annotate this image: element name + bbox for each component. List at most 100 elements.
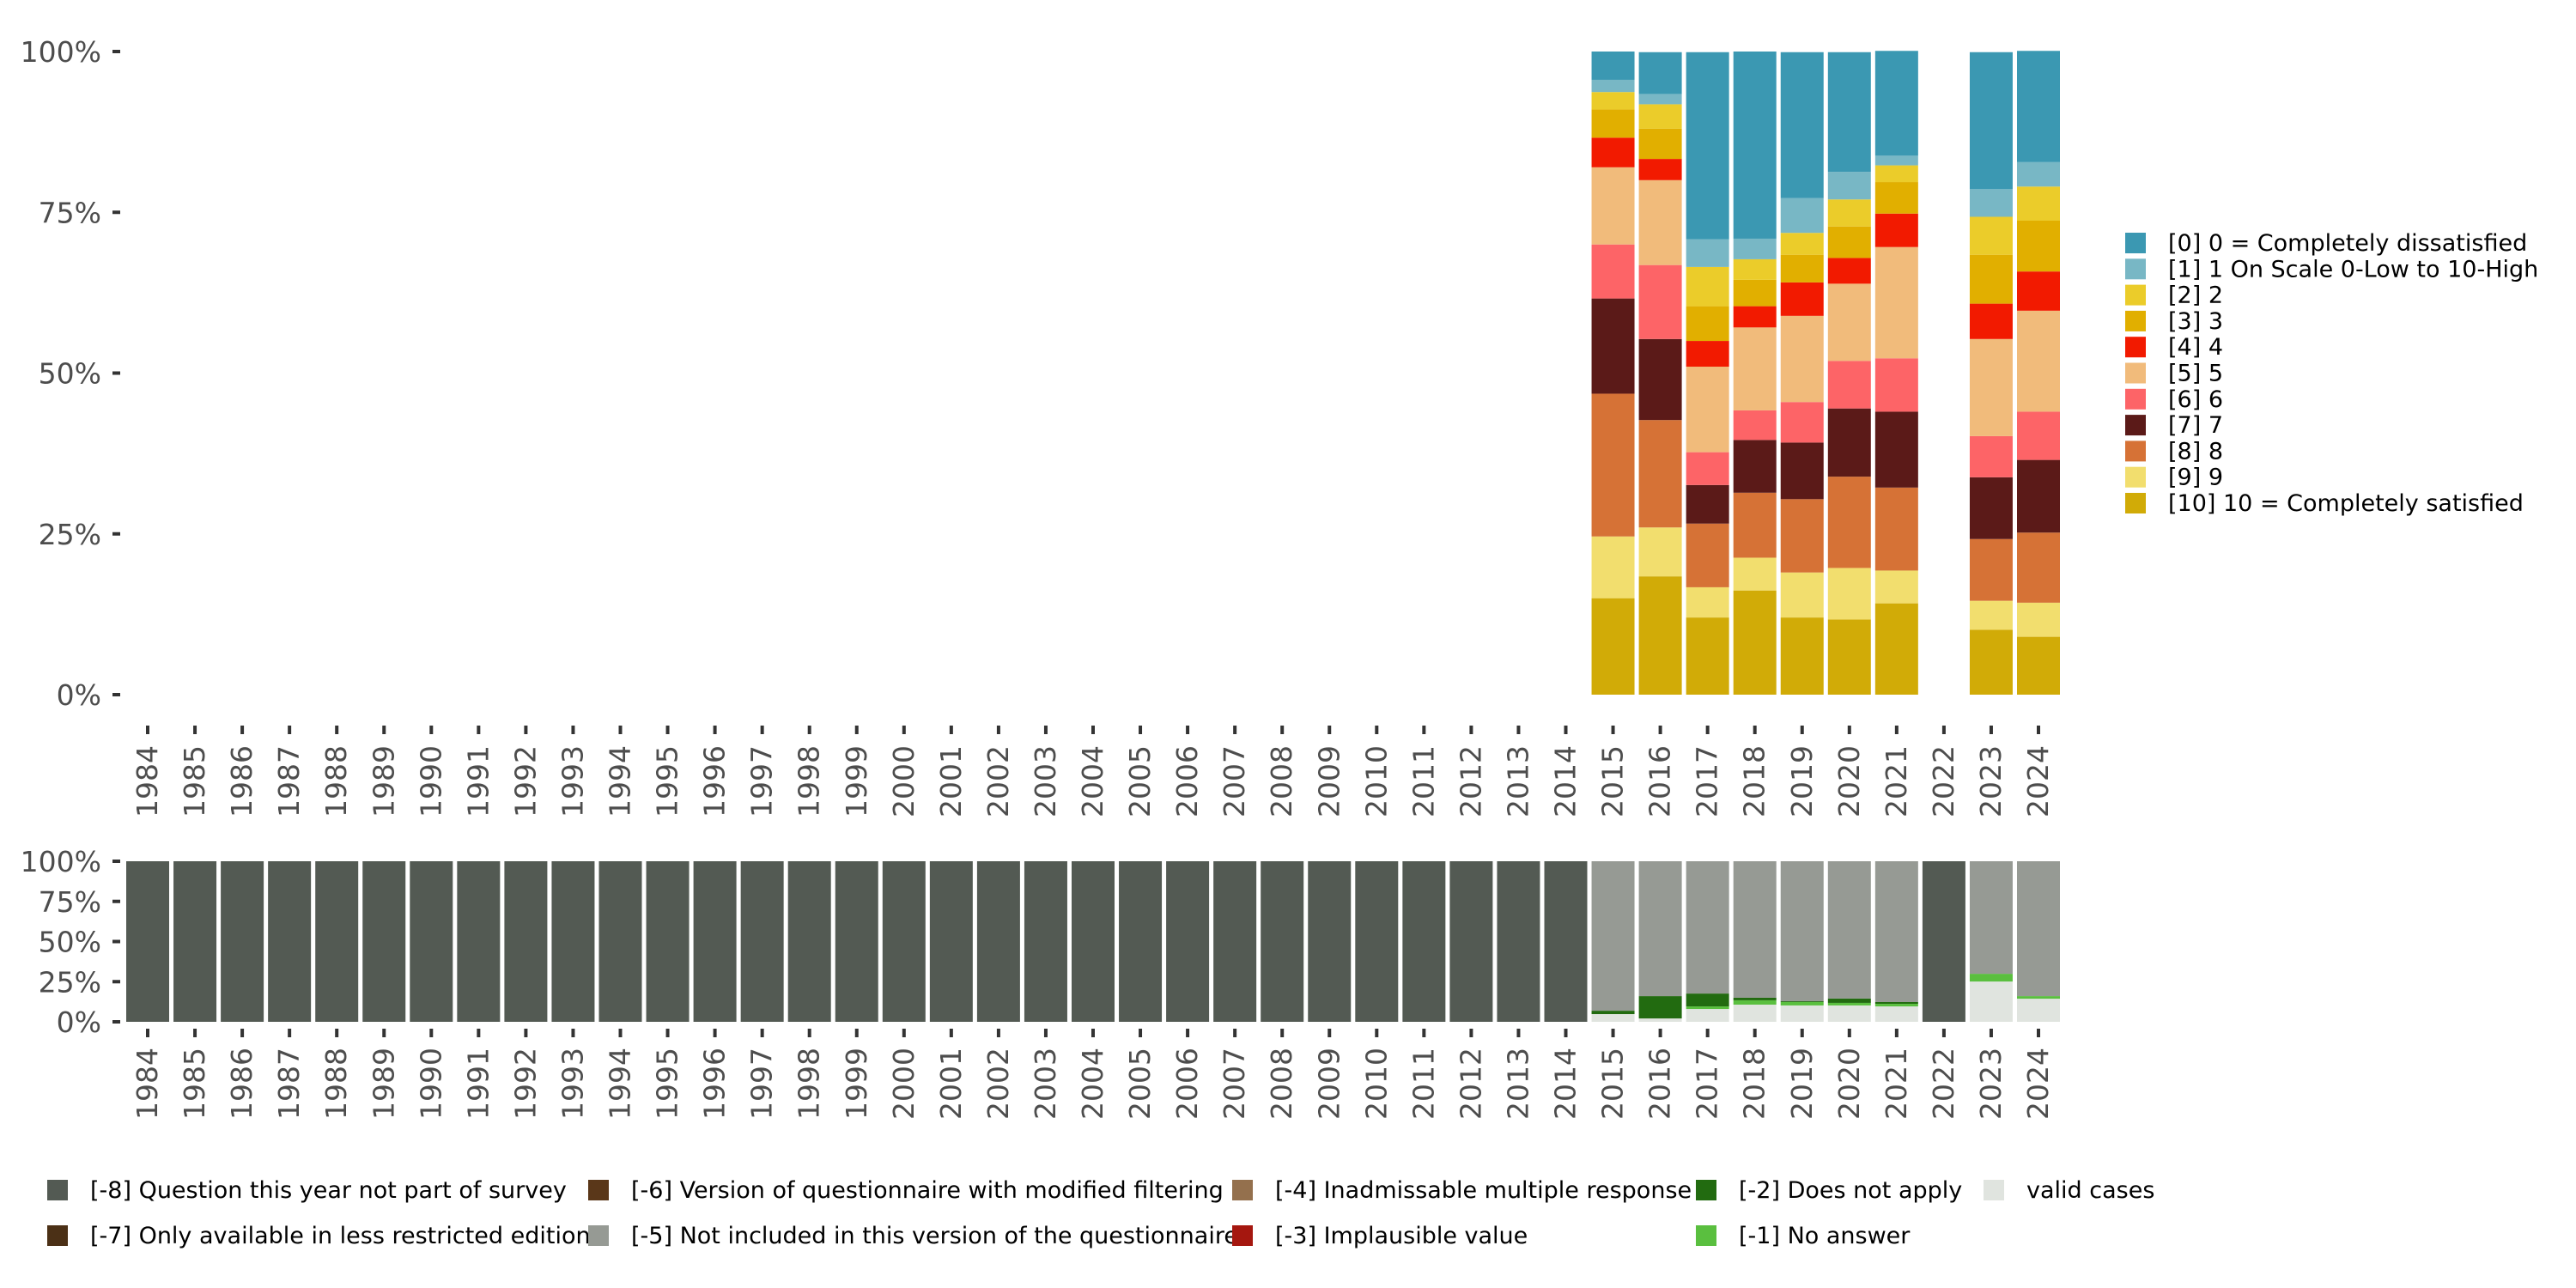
bar-segment [1591, 244, 1635, 299]
y-tick-label: 75% [39, 196, 101, 229]
x-tick-label: 2013 [1501, 1048, 1534, 1120]
bar-segment [1733, 410, 1777, 440]
x-tick-label: 1997 [745, 745, 779, 817]
bar-segment [1874, 165, 1918, 183]
x-tick-label: 1994 [604, 745, 637, 817]
bar-segment [1638, 420, 1682, 528]
bar-segment [598, 861, 642, 1022]
bar-segment [410, 861, 453, 1022]
bar-segment [1638, 159, 1682, 180]
bar-segment [929, 861, 973, 1022]
bar-segment [1638, 104, 1682, 129]
bar-segment [1874, 570, 1918, 604]
bar-segment [1780, 254, 1824, 283]
bar-segment [1874, 411, 1918, 488]
legend-swatch [2125, 440, 2146, 462]
bar-segment [1686, 523, 1729, 587]
x-tick-label: 2009 [1312, 1048, 1346, 1120]
bar-segment [1686, 586, 1729, 618]
x-tick-label: 2022 [1927, 745, 1960, 817]
bar-segment [1827, 568, 1871, 620]
bar-segment [1827, 477, 1871, 568]
bar-segment [1969, 477, 2013, 539]
x-tick-label: 1984 [131, 1048, 164, 1120]
bar-segment [1638, 861, 1682, 997]
x-tick-label: 2021 [1880, 745, 1913, 817]
x-tick-label: 1996 [698, 1048, 732, 1120]
x-tick-label: 1986 [225, 745, 258, 817]
bar-segment [2017, 411, 2060, 460]
x-tick-label: 1984 [131, 745, 164, 817]
x-tick-label: 2017 [1691, 1048, 1724, 1120]
x-tick-label: 2018 [1738, 745, 1771, 817]
bar-segment [1780, 861, 1824, 1002]
bar-segment [1591, 598, 1635, 695]
bar-segment [1355, 861, 1399, 1022]
legend-label: [-6] Version of questionnaire with modif… [631, 1177, 1224, 1204]
x-tick-label: 2024 [2021, 745, 2055, 817]
bar-segment [1827, 226, 1871, 258]
bar-segment [1591, 167, 1635, 245]
y-tick-label: 75% [39, 885, 101, 919]
bar-segment [1733, 997, 1777, 1000]
x-tick-label: 2001 [934, 1048, 968, 1120]
bar-segment [1591, 861, 1635, 1012]
x-tick-label: 2000 [887, 1048, 920, 1120]
bar-segment [1780, 617, 1824, 695]
legend-label: [-4] Inadmissable multiple response [1275, 1177, 1692, 1204]
legend-swatch [588, 1225, 609, 1246]
x-tick-label: 2011 [1406, 1048, 1440, 1120]
bar-segment [173, 861, 217, 1022]
x-tick-label: 2010 [1359, 745, 1393, 817]
bar-segment [1733, 238, 1777, 259]
bar-segment [1686, 993, 1729, 1007]
legend-label: [-1] No answer [1739, 1223, 1911, 1249]
x-tick-label: 1986 [225, 1048, 258, 1120]
bar-segment [1591, 137, 1635, 167]
bar-segment [1591, 79, 1635, 93]
legend-label: [9] 9 [2168, 465, 2223, 491]
bar-segment [551, 861, 595, 1022]
x-tick-label: 2002 [981, 1048, 1015, 1120]
x-tick-label: 1985 [178, 1048, 211, 1120]
x-tick-label: 1998 [793, 745, 826, 817]
bar-segment [221, 861, 264, 1022]
bar-segment [126, 861, 169, 1022]
bar-segment [1827, 283, 1871, 361]
legend-label: [6] 6 [2168, 386, 2223, 413]
x-tick-label: 1991 [461, 1048, 495, 1120]
bar-segment [976, 861, 1020, 1022]
x-tick-label: 2020 [1832, 1048, 1866, 1120]
x-tick-label: 2003 [1029, 1048, 1062, 1120]
bar-segment [1591, 92, 1635, 110]
bar-segment [1638, 996, 1682, 1019]
bar-segment [1591, 536, 1635, 598]
bar-segment [1686, 341, 1729, 368]
bar-segment [1969, 216, 2013, 255]
legend-swatch [1984, 1180, 2004, 1200]
bar-segment [1686, 452, 1729, 485]
legend-label: [-3] Implausible value [1275, 1223, 1528, 1249]
bar-segment [835, 861, 878, 1022]
bar-segment [787, 861, 831, 1022]
bar-segment [1874, 1006, 1918, 1022]
x-tick-label: 2016 [1643, 1048, 1677, 1120]
bar-segment [1969, 600, 2013, 630]
x-tick-label: 1998 [793, 1048, 826, 1120]
legend-label: [8] 8 [2168, 438, 2223, 465]
bar-segment [1686, 617, 1729, 695]
bar-segment [1874, 246, 1918, 359]
bar-segment [2017, 51, 2060, 162]
bar-segment [1827, 199, 1871, 227]
legend-swatch [1696, 1180, 1716, 1200]
bar-segment [1874, 358, 1918, 412]
bar-segment [1969, 981, 2013, 1022]
x-tick-label: 2015 [1596, 1048, 1630, 1120]
bar-segment [1733, 861, 1777, 998]
x-tick-label: 1999 [840, 1048, 873, 1120]
legend-swatch [1232, 1225, 1253, 1246]
x-tick-label: 1985 [178, 745, 211, 817]
bar-segment [1261, 861, 1304, 1022]
legend-label: [1] 1 On Scale 0-Low to 10-High [2168, 256, 2538, 283]
x-tick-label: 1989 [367, 1048, 400, 1120]
